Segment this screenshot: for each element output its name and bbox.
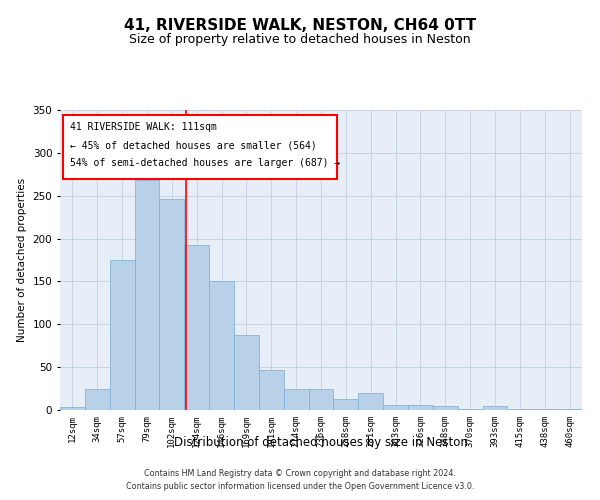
Bar <box>234 334 259 410</box>
Bar <box>433 406 458 410</box>
Bar <box>334 399 358 410</box>
Bar <box>532 409 557 410</box>
Bar <box>85 390 110 410</box>
Text: Distribution of detached houses by size in Neston: Distribution of detached houses by size … <box>174 436 468 449</box>
Bar <box>284 388 308 410</box>
Text: 41 RIVERSIDE WALK: 111sqm: 41 RIVERSIDE WALK: 111sqm <box>70 122 217 132</box>
FancyBboxPatch shape <box>62 114 337 179</box>
Y-axis label: Number of detached properties: Number of detached properties <box>17 178 27 342</box>
Text: 41, RIVERSIDE WALK, NESTON, CH64 0TT: 41, RIVERSIDE WALK, NESTON, CH64 0TT <box>124 18 476 32</box>
Bar <box>134 180 160 410</box>
Bar <box>209 282 234 410</box>
Bar <box>358 393 383 410</box>
Bar <box>482 406 508 410</box>
Bar <box>60 408 85 410</box>
Bar <box>508 409 532 410</box>
Text: 54% of semi-detached houses are larger (687) →: 54% of semi-detached houses are larger (… <box>70 158 341 168</box>
Bar <box>259 370 284 410</box>
Bar <box>383 405 408 410</box>
Text: Contains public sector information licensed under the Open Government Licence v3: Contains public sector information licen… <box>126 482 474 491</box>
Text: Contains HM Land Registry data © Crown copyright and database right 2024.: Contains HM Land Registry data © Crown c… <box>144 468 456 477</box>
Bar <box>458 409 482 410</box>
Bar <box>308 388 334 410</box>
Bar <box>557 409 582 410</box>
Bar <box>160 199 184 410</box>
Text: Size of property relative to detached houses in Neston: Size of property relative to detached ho… <box>129 32 471 46</box>
Bar <box>408 405 433 410</box>
Text: ← 45% of detached houses are smaller (564): ← 45% of detached houses are smaller (56… <box>70 140 317 150</box>
Bar <box>184 244 209 410</box>
Bar <box>110 260 134 410</box>
